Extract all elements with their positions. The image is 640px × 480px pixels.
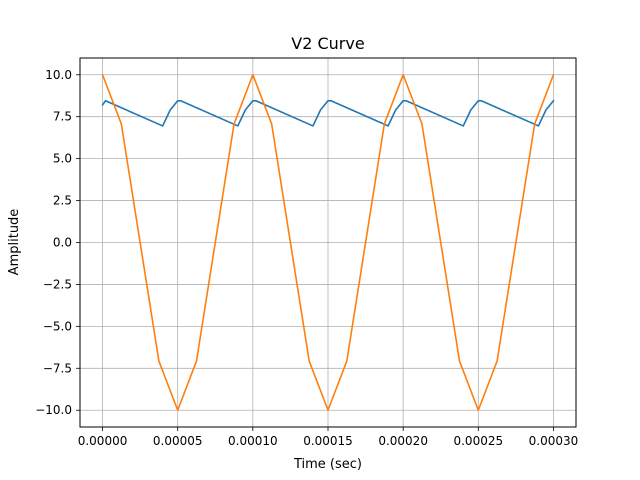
x-axis-label: Time (sec) bbox=[293, 457, 362, 472]
x-tick-label: 0.00015 bbox=[303, 434, 353, 448]
y-tick-label: 0.0 bbox=[53, 236, 72, 250]
chart-title: V2 Curve bbox=[291, 34, 364, 53]
grid bbox=[80, 58, 576, 427]
y-tick-label: −5.0 bbox=[43, 319, 72, 333]
y-tick-label: 2.5 bbox=[53, 194, 72, 208]
x-tick-label: 0.00005 bbox=[153, 434, 203, 448]
y-tick-label: −7.5 bbox=[43, 361, 72, 375]
series-line-2 bbox=[101, 73, 555, 412]
x-tick-label: 0.00000 bbox=[78, 434, 128, 448]
x-tick-label: 0.00025 bbox=[453, 434, 503, 448]
y-tick-label: 5.0 bbox=[53, 152, 72, 166]
x-axis-ticks: 0.00000 0.00005 0.00010 0.00015 0.00020 0.000… bbox=[78, 427, 579, 448]
plot-area bbox=[101, 73, 555, 412]
y-tick-label: −10.0 bbox=[35, 403, 72, 417]
y-axis-ticks: −10.0 −7.5 −5.0 −2.5 0.0 2.5 5.0 7.5 10.0 bbox=[35, 68, 80, 417]
y-tick-label: 10.0 bbox=[45, 68, 72, 82]
y-tick-label: −2.5 bbox=[43, 277, 72, 291]
x-tick-label: 0.00020 bbox=[378, 434, 428, 448]
series-line-1 bbox=[101, 99, 555, 127]
x-tick-label: 0.00010 bbox=[228, 434, 278, 448]
x-tick-label: 0.00030 bbox=[529, 434, 579, 448]
y-tick-label: 7.5 bbox=[53, 110, 72, 124]
y-axis-label: Amplitude bbox=[7, 209, 22, 276]
